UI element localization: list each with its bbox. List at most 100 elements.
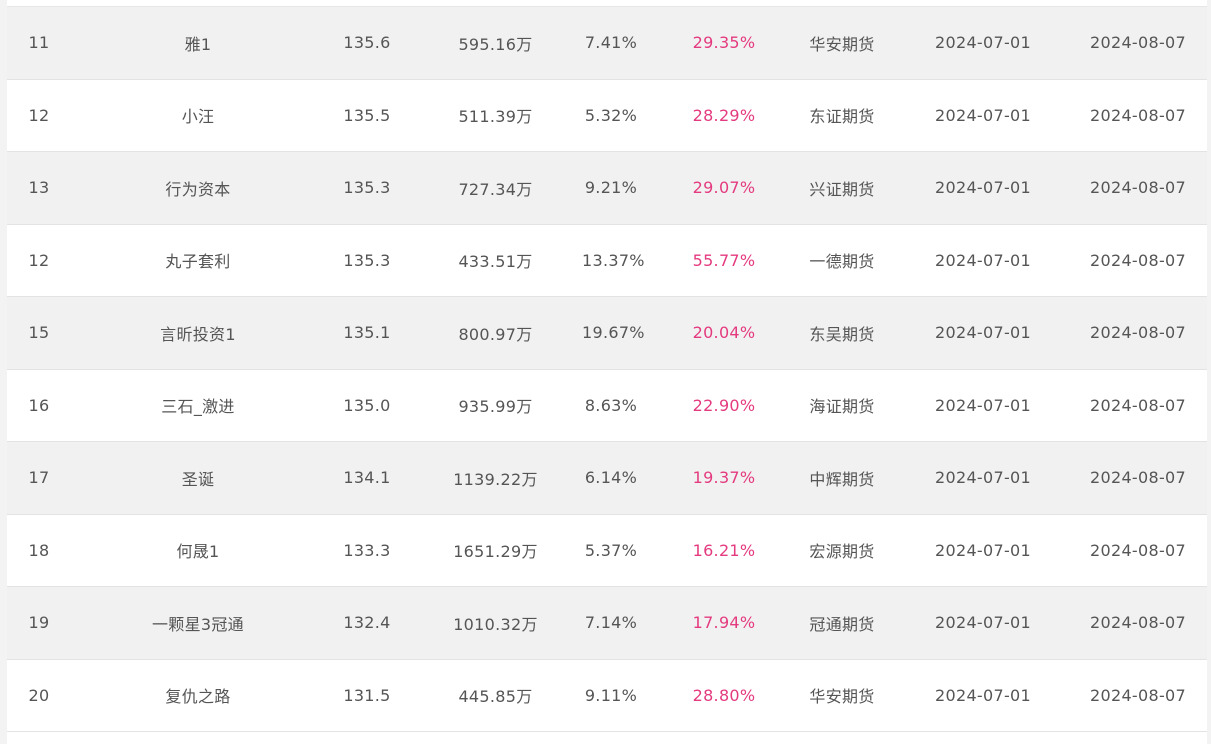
broker-cell: 一德期货 — [809, 252, 875, 272]
score-cell: 132.4 — [343, 613, 391, 633]
table-row[interactable]: 16 三石_激进 135.0 935.99万 8.63% 22.90% 海证期货… — [7, 369, 1207, 442]
drawdown-cell: 29.07% — [692, 178, 756, 198]
amount-cell: 1651.29万 — [453, 542, 538, 562]
score-cell: 135.3 — [343, 250, 391, 270]
end-date-cell: 2024-08-07 — [1090, 33, 1186, 53]
rank-cell: 12 — [28, 105, 50, 125]
start-date-cell: 2024-07-01 — [935, 178, 1031, 198]
amount-cell: 800.97万 — [458, 324, 533, 344]
return-cell: 19.67% — [582, 323, 645, 343]
table-row[interactable]: 17 圣诞 134.1 1139.22万 6.14% 19.37% 中辉期货 2… — [7, 442, 1207, 515]
account-name-cell: 圣诞 — [181, 469, 215, 489]
start-date-cell: 2024-07-01 — [935, 395, 1031, 415]
page-right-gutter — [1207, 0, 1211, 744]
amount-cell: 595.16万 — [458, 34, 533, 54]
start-date-cell: 2024-07-01 — [935, 613, 1031, 633]
table-row[interactable]: 19 一颗星3冠通 132.4 1010.32万 7.14% 17.94% 冠通… — [7, 587, 1207, 660]
drawdown-cell: 55.77% — [692, 250, 756, 270]
score-cell: 135.1 — [343, 323, 391, 343]
return-cell: 5.37% — [584, 540, 638, 560]
amount-cell: 727.34万 — [458, 179, 533, 199]
broker-cell: 东证期货 — [809, 107, 875, 127]
amount-cell: 1010.32万 — [453, 614, 538, 634]
broker-cell: 华安期货 — [809, 687, 875, 707]
broker-cell: 兴证期货 — [809, 179, 875, 199]
rank-cell: 11 — [28, 33, 50, 53]
account-name-cell: 三石_激进 — [161, 397, 235, 417]
account-name-cell: 小汪 — [181, 107, 215, 127]
broker-cell: 中辉期货 — [809, 469, 875, 489]
score-cell: 133.3 — [343, 540, 391, 560]
account-name-cell: 行为资本 — [165, 179, 231, 199]
table-row[interactable]: 12 小汪 135.5 511.39万 5.32% 28.29% 东证期货 20… — [7, 79, 1207, 152]
rank-cell: 12 — [28, 250, 50, 270]
return-cell: 7.41% — [584, 33, 638, 53]
return-cell: 9.11% — [584, 685, 638, 705]
table-row[interactable]: 18 何晟1 133.3 1651.29万 5.37% 16.21% 宏源期货 … — [7, 514, 1207, 587]
account-name-cell: 一颗星3冠通 — [152, 614, 244, 634]
return-cell: 8.63% — [584, 395, 638, 415]
return-cell: 13.37% — [582, 250, 645, 270]
drawdown-cell: 20.04% — [692, 323, 756, 343]
drawdown-cell: 19.37% — [692, 468, 756, 488]
table-row[interactable]: 20 复仇之路 131.5 445.85万 9.11% 28.80% 华安期货 … — [7, 659, 1207, 732]
broker-cell: 东吴期货 — [809, 324, 875, 344]
end-date-cell: 2024-08-07 — [1090, 178, 1186, 198]
rank-cell: 20 — [28, 685, 50, 705]
account-name-cell: 复仇之路 — [165, 687, 231, 707]
broker-cell: 冠通期货 — [809, 614, 875, 634]
end-date-cell: 2024-08-07 — [1090, 323, 1186, 343]
amount-cell: 445.85万 — [458, 687, 533, 707]
return-cell: 9.21% — [584, 178, 638, 198]
score-cell: 134.1 — [343, 468, 391, 488]
rank-cell: 18 — [28, 540, 50, 560]
account-name-cell: 何晟1 — [176, 542, 220, 562]
broker-cell: 华安期货 — [809, 34, 875, 54]
table-row[interactable]: 11 雅1 135.6 595.16万 7.41% 29.35% 华安期货 20… — [7, 7, 1207, 80]
end-date-cell: 2024-08-07 — [1090, 685, 1186, 705]
start-date-cell: 2024-07-01 — [935, 33, 1031, 53]
drawdown-cell: 28.80% — [692, 685, 756, 705]
start-date-cell: 2024-07-01 — [935, 540, 1031, 560]
rank-cell: 17 — [28, 468, 50, 488]
return-cell: 7.14% — [584, 613, 638, 633]
account-name-cell: 雅1 — [184, 34, 212, 54]
rank-cell: 16 — [28, 395, 50, 415]
rank-cell: 13 — [28, 178, 50, 198]
score-cell: 135.0 — [343, 395, 391, 415]
drawdown-cell: 17.94% — [692, 613, 756, 633]
table-row[interactable]: 13 行为资本 135.3 727.34万 9.21% 29.07% 兴证期货 … — [7, 152, 1207, 225]
start-date-cell: 2024-07-01 — [935, 250, 1031, 270]
score-cell: 135.6 — [343, 33, 391, 53]
ranking-table: 11 雅1 135.6 595.16万 7.41% 29.35% 华安期货 20… — [7, 6, 1207, 732]
broker-cell: 宏源期货 — [809, 542, 875, 562]
return-cell: 6.14% — [584, 468, 638, 488]
account-name-cell: 丸子套利 — [165, 252, 231, 272]
rank-cell: 19 — [28, 613, 50, 633]
return-cell: 5.32% — [584, 105, 638, 125]
amount-cell: 935.99万 — [458, 397, 533, 417]
score-cell: 135.5 — [343, 105, 391, 125]
drawdown-cell: 22.90% — [692, 395, 756, 415]
table-row[interactable]: 15 言昕投资1 135.1 800.97万 19.67% 20.04% 东吴期… — [7, 297, 1207, 370]
drawdown-cell: 28.29% — [692, 105, 756, 125]
page-left-gutter — [0, 0, 7, 744]
start-date-cell: 2024-07-01 — [935, 323, 1031, 343]
start-date-cell: 2024-07-01 — [935, 468, 1031, 488]
start-date-cell: 2024-07-01 — [935, 685, 1031, 705]
rank-cell: 15 — [28, 323, 50, 343]
account-name-cell: 言昕投资1 — [160, 324, 236, 344]
end-date-cell: 2024-08-07 — [1090, 468, 1186, 488]
broker-cell: 海证期货 — [809, 397, 875, 417]
amount-cell: 1139.22万 — [453, 469, 538, 489]
end-date-cell: 2024-08-07 — [1090, 250, 1186, 270]
start-date-cell: 2024-07-01 — [935, 105, 1031, 125]
end-date-cell: 2024-08-07 — [1090, 540, 1186, 560]
score-cell: 135.3 — [343, 178, 391, 198]
score-cell: 131.5 — [343, 685, 391, 705]
drawdown-cell: 29.35% — [692, 33, 756, 53]
table-row[interactable]: 12 丸子套利 135.3 433.51万 13.37% 55.77% 一德期货… — [7, 224, 1207, 297]
drawdown-cell: 16.21% — [692, 540, 756, 560]
end-date-cell: 2024-08-07 — [1090, 105, 1186, 125]
end-date-cell: 2024-08-07 — [1090, 395, 1186, 415]
